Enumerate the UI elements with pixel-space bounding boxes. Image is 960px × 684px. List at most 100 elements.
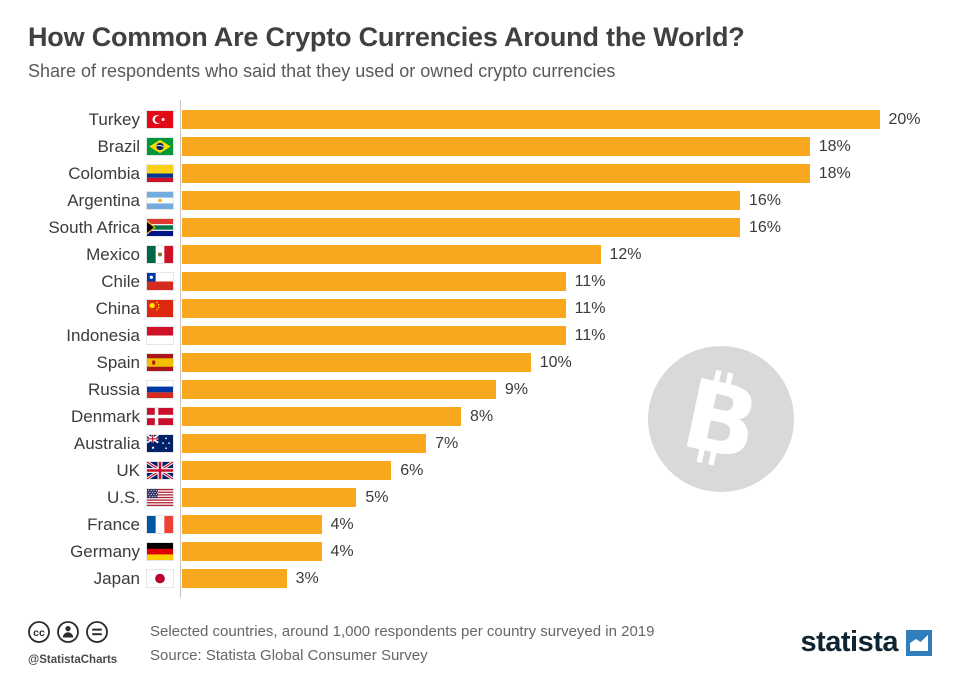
bar <box>182 299 566 318</box>
country-label: Indonesia <box>66 325 140 345</box>
indonesia-flag-icon <box>147 327 173 344</box>
bar <box>182 353 531 372</box>
bar-cell: 9% <box>180 376 932 403</box>
us-flag-icon <box>147 489 173 506</box>
country-label: Japan <box>93 568 140 588</box>
bar <box>182 380 496 399</box>
bar-cell: 18% <box>180 133 932 160</box>
denmark-flag-icon <box>147 408 173 425</box>
bar <box>182 326 566 345</box>
chart-row: Spain 10% <box>28 349 932 376</box>
colombia-flag-icon <box>147 165 173 182</box>
bar-cell: 16% <box>180 187 932 214</box>
country-label: Turkey <box>88 109 140 129</box>
row-label-cell: France <box>28 515 180 535</box>
license-block: cc @StatistaCharts <box>28 620 150 666</box>
survey-note: Selected countries, around 1,000 respond… <box>150 623 655 640</box>
country-label: Chile <box>101 271 140 291</box>
statista-logo-icon <box>906 629 932 656</box>
chart-row: Denmark 8% <box>28 403 932 430</box>
attribution-person-icon <box>57 621 79 643</box>
value-label: 12% <box>609 245 642 263</box>
bar <box>182 434 427 453</box>
bar <box>182 569 287 588</box>
bar <box>182 218 740 237</box>
france-flag-icon <box>147 516 173 533</box>
country-label: France <box>87 514 140 534</box>
chart-row: Chile 11% <box>28 268 932 295</box>
chart-row: Argentina 16% <box>28 187 932 214</box>
value-label: 20% <box>888 110 921 128</box>
bar-cell: 5% <box>180 484 932 511</box>
country-label: Spain <box>96 352 140 372</box>
country-label: Argentina <box>67 190 140 210</box>
uk-flag-icon <box>147 462 173 479</box>
australia-flag-icon <box>147 435 173 452</box>
bar <box>182 191 740 210</box>
row-label-cell: Indonesia <box>28 326 180 346</box>
country-label: Australia <box>73 433 140 453</box>
svg-text:cc: cc <box>33 627 45 639</box>
bar <box>182 461 392 480</box>
country-label: UK <box>116 460 140 480</box>
value-label: 8% <box>470 407 494 425</box>
row-label-cell: Mexico <box>28 245 180 265</box>
bar-cell: 16% <box>180 214 932 241</box>
bar-cell: 11% <box>180 295 932 322</box>
value-label: 3% <box>295 569 319 587</box>
cc-license-icons: cc <box>28 620 150 649</box>
row-label-cell: UK <box>28 461 180 481</box>
bar <box>182 110 880 129</box>
bar <box>182 515 322 534</box>
bar <box>182 272 566 291</box>
value-label: 5% <box>365 488 389 506</box>
russia-flag-icon <box>147 381 173 398</box>
footnotes: Selected countries, around 1,000 respond… <box>150 620 800 664</box>
row-label-cell: Colombia <box>28 164 180 184</box>
chart-row: South Africa 16% <box>28 214 932 241</box>
row-label-cell: Chile <box>28 272 180 292</box>
japan-flag-icon <box>147 570 173 587</box>
chart-row: Indonesia 11% <box>28 322 932 349</box>
row-label-cell: China <box>28 299 180 319</box>
page-title: How Common Are Crypto Currencies Around … <box>28 22 745 52</box>
argentina-flag-icon <box>147 192 173 209</box>
bar <box>182 542 322 561</box>
row-label-cell: Argentina <box>28 191 180 211</box>
bar <box>182 164 810 183</box>
chart-row: Germany 4% <box>28 538 932 565</box>
chart-row: Turkey 20% <box>28 106 932 133</box>
row-label-cell: Australia <box>28 434 180 454</box>
chart-row: Russia 9% <box>28 376 932 403</box>
country-label: Russia <box>88 379 140 399</box>
row-label-cell: Spain <box>28 353 180 373</box>
value-label: 11% <box>574 299 606 317</box>
chart-row: Australia 7% <box>28 430 932 457</box>
value-label: 18% <box>818 164 851 182</box>
brazil-flag-icon <box>147 138 173 155</box>
bar-cell: 3% <box>180 565 932 592</box>
value-label: 9% <box>504 380 528 398</box>
value-label: 7% <box>435 434 459 452</box>
south-africa-flag-icon <box>147 219 173 236</box>
bar-cell: 4% <box>180 511 932 538</box>
bar-cell: 6% <box>180 457 932 484</box>
country-label: Denmark <box>71 406 140 426</box>
bar-chart: B Turkey 20% Brazil 18% Colombia 18% Argentina… <box>28 100 932 598</box>
value-label: 18% <box>818 137 851 155</box>
statista-wordmark: statista <box>800 626 898 658</box>
value-label: 16% <box>749 191 782 209</box>
bar-cell: 10% <box>180 349 932 376</box>
value-label: 4% <box>330 542 354 560</box>
chart-row: Colombia 18% <box>28 160 932 187</box>
value-label: 16% <box>749 218 782 236</box>
country-label: Germany <box>70 541 140 561</box>
row-label-cell: South Africa <box>28 218 180 238</box>
statista-logo: statista <box>800 620 932 657</box>
statista-charts-handle: @StatistaCharts <box>28 654 118 666</box>
country-label: China <box>95 298 140 318</box>
chart-row: Mexico 12% <box>28 241 932 268</box>
page-subtitle: Share of respondents who said that they … <box>28 61 616 81</box>
bar-cell: 18% <box>180 160 932 187</box>
